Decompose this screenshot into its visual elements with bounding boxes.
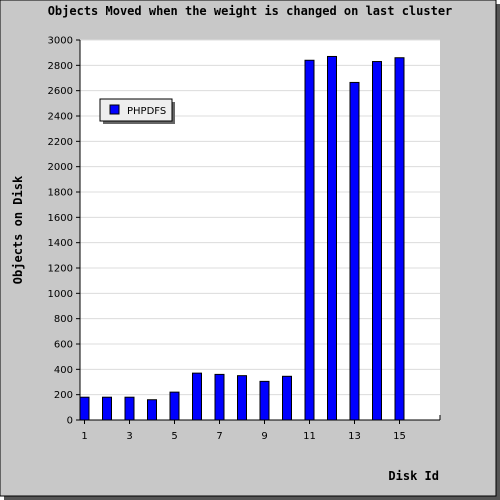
chart-title: Objects Moved when the weight is changed… [48, 4, 453, 18]
y-tick-label: 1200 [48, 264, 73, 275]
y-tick-label: 2000 [48, 162, 73, 173]
legend: PHPDFS [99, 98, 175, 124]
x-tick-label: 3 [126, 431, 132, 442]
y-tick-label: 2600 [48, 86, 73, 97]
bar-disk-13 [349, 81, 360, 421]
y-tick-label: 800 [54, 314, 73, 325]
legend-swatch-phpdfs [109, 104, 120, 115]
bar-disk-3 [124, 396, 135, 421]
x-tick-label: 7 [216, 431, 222, 442]
bar-disk-4 [147, 399, 157, 421]
y-tick-label: 2800 [48, 61, 73, 72]
x-tick-label: 1 [81, 431, 87, 442]
x-tick-label: 5 [171, 431, 177, 442]
y-tick-label: 2200 [48, 137, 73, 148]
y-tick-label: 0 [67, 416, 73, 427]
x-tick-labels: 1 3 5 7 9 11 13 15 [81, 420, 406, 442]
bar-series [79, 55, 405, 421]
bar-disk-11 [304, 59, 315, 421]
y-tick-label: 200 [54, 390, 73, 401]
bar-disk-1 [79, 396, 90, 421]
x-tick-label: 15 [393, 431, 406, 442]
bar-disk-14 [372, 61, 382, 421]
x-tick-label: 9 [261, 431, 267, 442]
bar-disk-15 [394, 57, 405, 421]
bar-disk-6 [192, 372, 202, 421]
bar-disk-12 [327, 55, 337, 421]
y-tick-label: 1600 [48, 213, 73, 224]
y-tick-label: 3000 [48, 36, 73, 47]
bar-disk-2 [102, 396, 112, 421]
x-axis-label: Disk Id [388, 469, 439, 483]
axes [79, 40, 441, 421]
bar-disk-8 [237, 375, 247, 421]
bar-disk-9 [259, 380, 270, 421]
plot-area [80, 40, 440, 420]
y-tick-label: 1000 [48, 289, 73, 300]
bar-disk-5 [169, 391, 180, 421]
y-axis-label: Objects on Disk [11, 175, 25, 284]
y-tick-label: 1800 [48, 188, 73, 199]
bar-disk-7 [214, 373, 225, 421]
y-tick-label: 400 [54, 365, 73, 376]
y-tick-label: 1400 [48, 238, 73, 249]
x-tick-label: 11 [303, 431, 316, 442]
legend-label-phpdfs: PHPDFS [127, 106, 166, 117]
y-tick-labels: 0 200 400 600 800 1000 1200 1400 1600 1800 2000 220… [48, 36, 80, 427]
y-tick-label: 600 [54, 340, 73, 351]
y-tick-label: 2400 [48, 112, 73, 123]
bar-disk-10 [282, 375, 292, 421]
x-tick-label: 13 [348, 431, 361, 442]
